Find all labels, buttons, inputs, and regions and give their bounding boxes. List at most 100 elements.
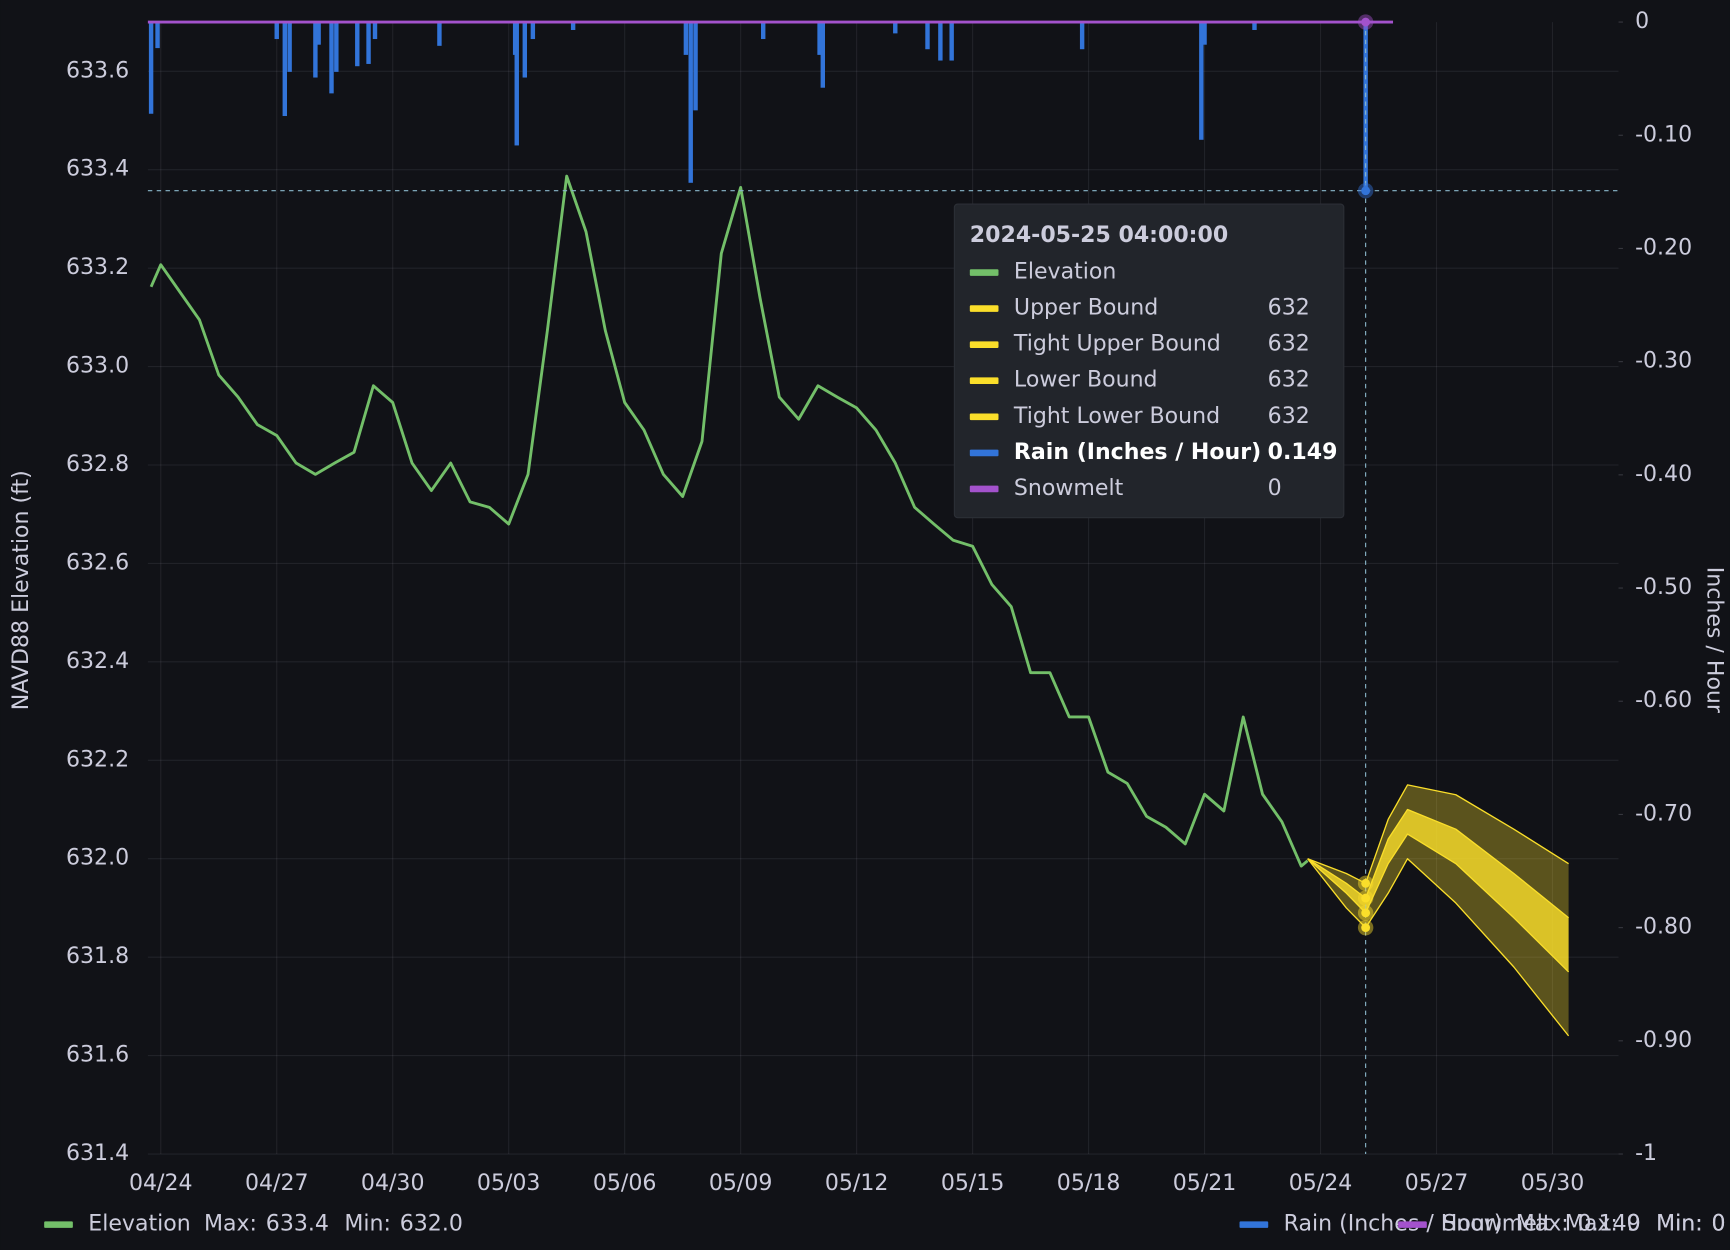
tooltip-series-name: Snowmelt [1014, 476, 1124, 501]
y2-tick-label: -0.80 [1635, 915, 1692, 940]
x-tick-label: 05/06 [593, 1171, 657, 1196]
legend-stat-name: Min: [344, 1212, 391, 1237]
y2-tick-label: -0.50 [1635, 575, 1692, 600]
tooltip-series-name: Tight Upper Bound [1013, 332, 1221, 357]
y-tick-label: 632.8 [66, 452, 129, 477]
x-tick-label: 05/12 [825, 1171, 889, 1196]
tooltip-value: 632 [1268, 296, 1310, 321]
rain-bar [1363, 22, 1368, 191]
legend-stat-name: Min: [1656, 1212, 1703, 1237]
tooltip-swatch [969, 485, 999, 493]
y2-tick-label: -0.10 [1635, 122, 1692, 147]
rain-bar [693, 22, 698, 111]
rain-bar [817, 22, 822, 55]
y2-tick-label: -1 [1635, 1141, 1657, 1166]
rain-bar [274, 22, 279, 40]
x-tick-label: 04/27 [245, 1171, 309, 1196]
x-tick-label: 04/30 [361, 1171, 425, 1196]
rain-bar [148, 22, 154, 114]
rain-bar [366, 22, 371, 64]
band-fill [1307, 784, 1569, 1036]
hover-point-core [1361, 893, 1371, 903]
tooltip-value: 632 [1268, 368, 1310, 393]
x-tick-label: 05/09 [709, 1171, 773, 1196]
rain-bar [1079, 22, 1085, 50]
legend-swatch [1398, 1221, 1427, 1228]
legend-swatch [44, 1221, 73, 1228]
y-tick-label: 631.4 [66, 1141, 129, 1166]
y-tick-label: 633.4 [66, 157, 129, 182]
tooltip-value: 632 [1268, 332, 1310, 357]
rain-bar [925, 22, 930, 50]
legend-stat-value: 0.149 [1578, 1212, 1641, 1237]
y-tick-label: 631.8 [66, 944, 129, 969]
series-line [1307, 808, 1570, 919]
rain-bar [355, 22, 360, 67]
legend-stat-name: Max: [204, 1212, 257, 1237]
legend-item: Rain (Inches / Hour) Max: 0.149 Min: 0 [1239, 1212, 1726, 1237]
tooltip-series-name: Rain (Inches / Hour) [1014, 440, 1261, 465]
rain-bar [282, 22, 288, 117]
hover-point-core [1361, 908, 1371, 918]
series-line [1307, 858, 1570, 1037]
hover-point-core [1361, 186, 1371, 196]
hover-point-core [1361, 923, 1371, 933]
y2-tick-label: -0.20 [1635, 235, 1692, 260]
y-tick-label: 633.0 [66, 354, 129, 379]
tooltip-swatch [969, 377, 999, 385]
legend-stat-value: 0 [1712, 1212, 1726, 1237]
legend-stat-name: Max: [1565, 1212, 1618, 1237]
tooltip-series-name: Tight Lower Bound [1013, 404, 1220, 429]
tooltip-value: 632 [1268, 404, 1310, 429]
rain-bar [893, 22, 898, 34]
legend-label: Rain (Inches / Hour) [1284, 1212, 1503, 1237]
y2-axis-label: Inches / Hour [1701, 567, 1726, 714]
rain-bar [329, 22, 334, 94]
rain-bar [683, 22, 689, 55]
legend-stat-name: Max: [1516, 1212, 1569, 1237]
rain-bar [287, 22, 292, 72]
hover-point-core [1361, 878, 1371, 888]
legend-item: Snowmelt Max: 0 Min: 0 [1398, 1212, 1726, 1237]
rain-bar [514, 22, 519, 146]
y2-tick-label: -0.30 [1635, 349, 1692, 374]
rain-bar [688, 22, 693, 183]
tooltip-series-name: Upper Bound [1014, 296, 1158, 321]
rain-bar [334, 22, 339, 72]
x-tick-label: 05/30 [1521, 1171, 1585, 1196]
y-tick-label: 632.6 [66, 550, 129, 575]
legend-stat-name: Min: [1656, 1212, 1703, 1237]
series-line [149, 174, 1309, 868]
x-tick-label: 04/24 [129, 1171, 193, 1196]
tooltip-swatch [969, 269, 999, 276]
rain-bar [313, 22, 318, 78]
tooltip-value: 0 [1268, 476, 1282, 501]
tooltip-swatch [969, 341, 999, 348]
hover-point-core [1361, 17, 1371, 27]
y-tick-label: 633.6 [66, 58, 129, 83]
legend-label: Snowmelt [1442, 1212, 1552, 1237]
y-tick-label: 632.0 [66, 846, 129, 871]
y-tick-label: 631.6 [66, 1043, 129, 1068]
rain-bar [522, 22, 528, 78]
tooltip-series-name: Lower Bound [1014, 368, 1158, 393]
y2-tick-label: -0.40 [1635, 462, 1692, 487]
rain-bar [1252, 22, 1257, 30]
legend-stat-value: 0 [1627, 1212, 1641, 1237]
legend-label: Elevation [88, 1212, 190, 1237]
legend-stat-value: 632.0 [400, 1212, 463, 1237]
y-axis-label: NAVD88 Elevation (ft) [9, 470, 34, 710]
rain-bar [1202, 22, 1207, 45]
y-tick-label: 632.2 [66, 747, 129, 772]
legend-item: Elevation Max: 633.4 Min: 632.0 [44, 1212, 463, 1237]
rain-bar [530, 22, 536, 40]
y2-tick-label: -0.70 [1635, 801, 1692, 826]
tooltip-series-name: Elevation [1014, 260, 1116, 285]
y2-tick-label: 0 [1635, 9, 1649, 34]
rain-bar [820, 22, 826, 88]
rain-bar [760, 22, 766, 40]
rain-bar [938, 22, 943, 61]
legend-swatch [1239, 1221, 1269, 1228]
